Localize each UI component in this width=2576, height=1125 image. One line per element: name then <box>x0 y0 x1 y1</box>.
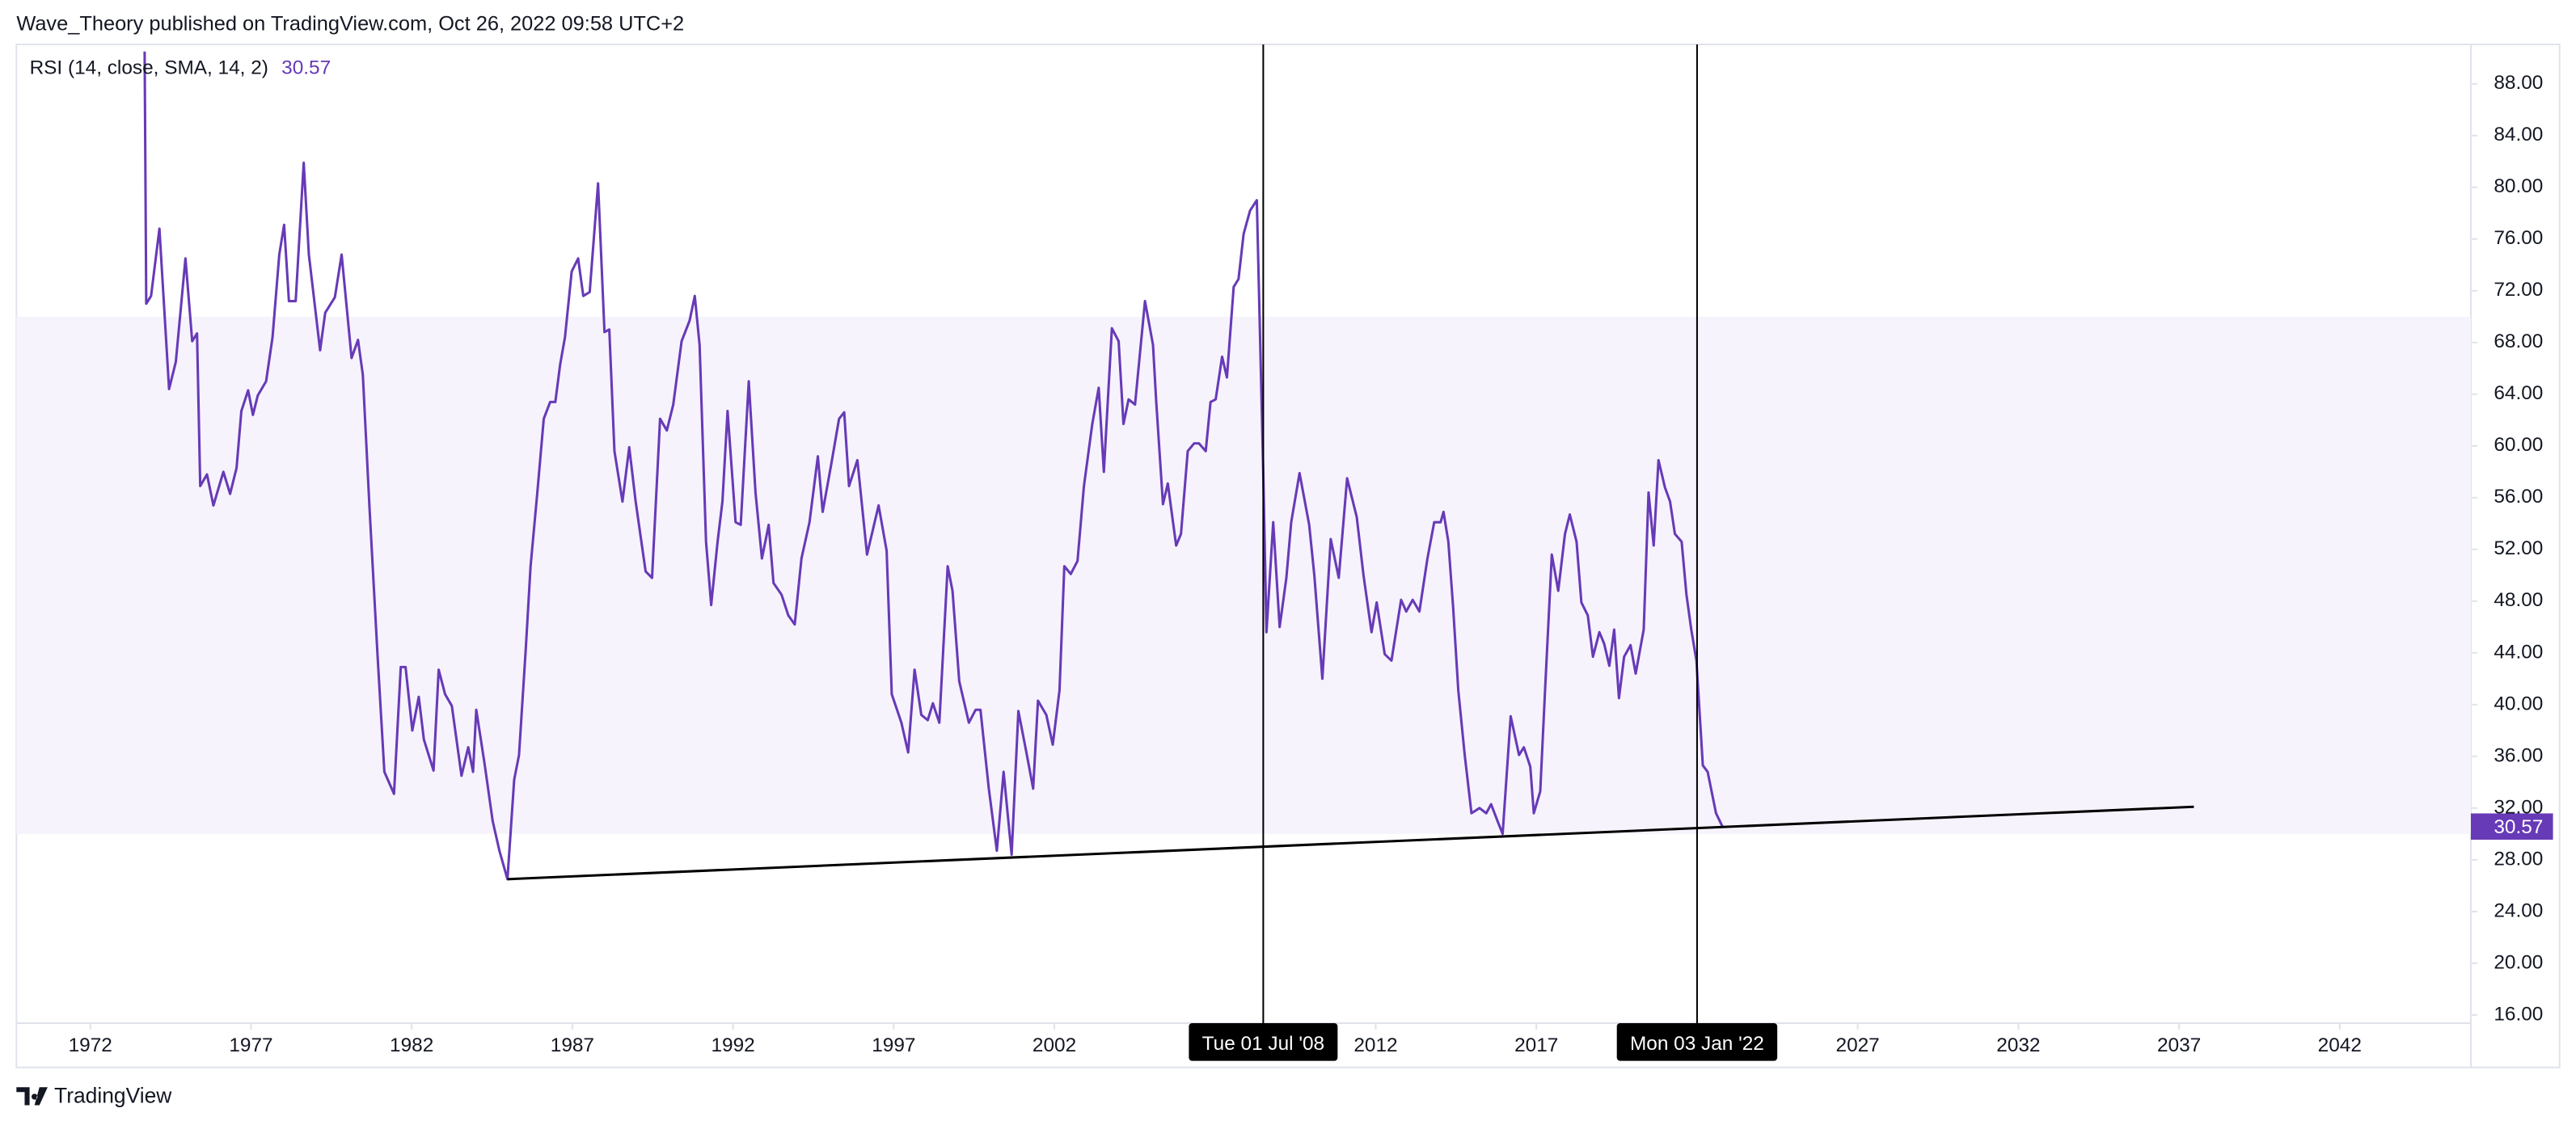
y-tick-label: 24.00 <box>2494 900 2543 921</box>
trendline <box>507 805 2194 881</box>
marker-label: Mon 03 Jan '22 <box>1630 1033 1764 1055</box>
x-tick-label: 1977 <box>229 1034 272 1056</box>
y-tick-label: 80.00 <box>2494 175 2543 197</box>
logo-mark <box>16 1087 48 1106</box>
marker-label-box <box>1616 1022 1778 1061</box>
x-tick-label: 1987 <box>551 1034 594 1056</box>
legend: RSI (14, close, SMA, 14, 2) 30.57 <box>30 57 332 79</box>
x-tick-label: 1992 <box>711 1034 754 1056</box>
footer: TradingView <box>54 1083 172 1107</box>
y-tick-label: 68.00 <box>2494 331 2543 352</box>
x-tick-label: 1982 <box>390 1034 433 1056</box>
x-tick-label: 2042 <box>2318 1034 2362 1056</box>
y-tick-label: 28.00 <box>2494 848 2543 870</box>
x-tick-label: 2027 <box>1836 1034 1880 1056</box>
y-tick-label: 84.00 <box>2494 124 2543 145</box>
y-tick-label: 44.00 <box>2494 641 2543 663</box>
y-tick-label: 36.00 <box>2494 744 2543 766</box>
x-tick-label: 2032 <box>1996 1034 2040 1056</box>
y-tick-label: 20.00 <box>2494 951 2543 973</box>
series-line <box>143 51 1724 881</box>
overlay: Tue 01 Jul '08 Mon 03 Jan '22 30.57 <box>1189 813 2553 1061</box>
last-value-label: 30.57 <box>2494 816 2543 838</box>
last-value-box <box>2470 813 2553 840</box>
legend-name: RSI (14, close, SMA, 14, 2) <box>30 57 268 79</box>
logo: TradingView <box>16 1083 172 1107</box>
y-tick-label: 88.00 <box>2494 72 2543 94</box>
marker-label-box <box>1189 1022 1338 1061</box>
y-tick-label: 56.00 <box>2494 486 2543 508</box>
legend-value: 30.57 <box>281 57 331 79</box>
y-tick-label: 60.00 <box>2494 434 2543 456</box>
y-tick-label: 72.00 <box>2494 279 2543 301</box>
y-tick-label: 40.00 <box>2494 693 2543 714</box>
header: Wave_Theory published on TradingView.com… <box>16 12 684 35</box>
marker-label: Tue 01 Jul '08 <box>1202 1033 1324 1055</box>
x-tick-label: 1972 <box>69 1034 112 1056</box>
plot <box>16 44 2471 1023</box>
x-tick-label: 2012 <box>1353 1034 1397 1056</box>
x-tick-label: 2037 <box>2157 1034 2201 1056</box>
y-tick-label: 32.00 <box>2494 796 2543 818</box>
x-tick-label: 1997 <box>872 1034 915 1056</box>
y-tick-label: 48.00 <box>2494 589 2543 611</box>
y-tick-label: 76.00 <box>2494 227 2543 249</box>
x-tick-label: 2002 <box>1033 1034 1076 1056</box>
y-tick-label: 64.00 <box>2494 382 2543 404</box>
y-tick-label: 16.00 <box>2494 1003 2543 1025</box>
y-tick-label: 52.00 <box>2494 537 2543 559</box>
x-tick-label: 2017 <box>1514 1034 1558 1056</box>
